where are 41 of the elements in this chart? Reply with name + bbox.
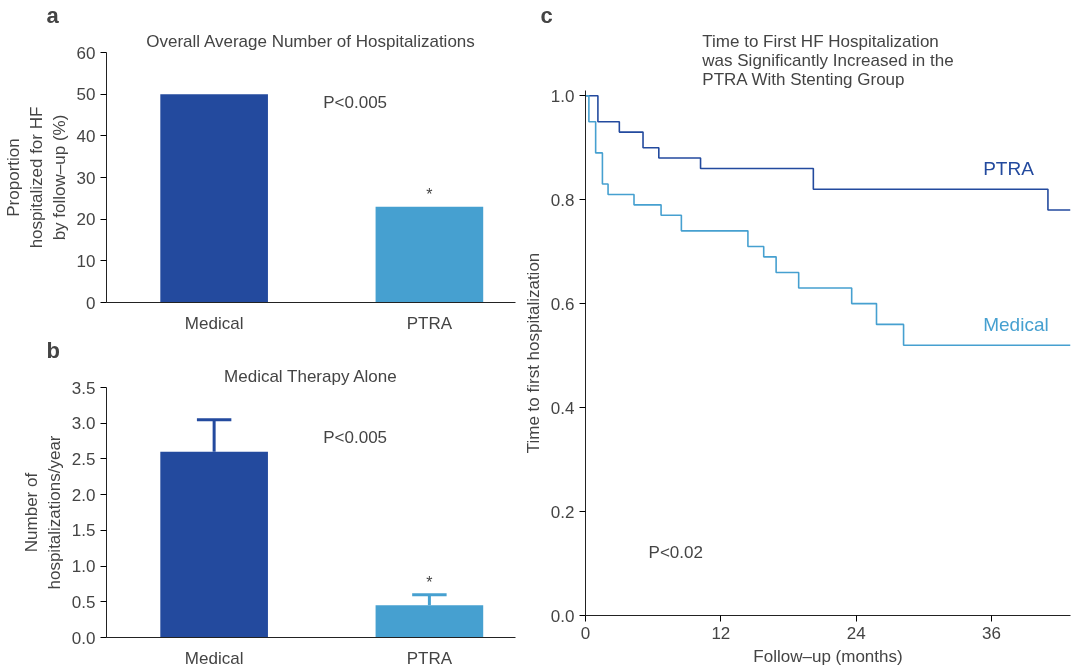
y-tick-label: 40 xyxy=(76,126,96,146)
y-tick-label: 0.4 xyxy=(550,398,575,418)
y-tick-label: 10 xyxy=(76,251,96,271)
x-axis-title: Follow–up (months) xyxy=(753,646,903,666)
series-label: PTRA xyxy=(983,158,1035,180)
y-tick-label: 0.2 xyxy=(550,502,575,522)
annotation: P<0.02 xyxy=(648,543,703,562)
annotation: P<0.005 xyxy=(323,428,388,447)
y-tick-label: 20 xyxy=(76,210,96,230)
y-tick-label: 50 xyxy=(76,85,96,105)
y-axis-title: Number of hospitalizations/year xyxy=(22,435,64,590)
y-tick-label: 60 xyxy=(76,43,96,63)
x-tick-label: 36 xyxy=(982,623,1002,643)
y-tick-label: 0.0 xyxy=(71,628,96,648)
y-tick-label: 2.0 xyxy=(71,485,96,505)
y-axis-title: Time to first hospitalization xyxy=(523,252,543,454)
annotation: P<0.005 xyxy=(323,93,388,112)
chart-title: Medical Therapy Alone xyxy=(224,366,397,386)
y-tick-label: 0 xyxy=(86,293,96,313)
text: b xyxy=(46,337,60,363)
y-tick-label: 1.0 xyxy=(71,557,96,577)
y-tick-label: 1.0 xyxy=(550,86,575,106)
text: a xyxy=(46,2,60,28)
x-tick-label: 12 xyxy=(711,623,731,643)
chart-title: Time to First HF Hospitalization was Significantly Increased in the PTRA With Stenting Group xyxy=(701,31,954,89)
y-tick-label: 2.5 xyxy=(71,449,96,469)
y-tick-label: 30 xyxy=(76,168,96,188)
y-tick-label: 1.5 xyxy=(71,521,96,541)
y-tick-label: 0.0 xyxy=(550,606,575,626)
y-tick-label: 0.5 xyxy=(71,592,96,612)
x-tick-label: 0 xyxy=(580,623,591,643)
x-tick-label: 24 xyxy=(846,623,866,643)
y-tick-label: 0.6 xyxy=(550,294,575,314)
annotation: * xyxy=(426,573,433,591)
chart-title: Overall Average Number of Hospitalizations xyxy=(146,31,475,51)
y-tick-label: 3.5 xyxy=(71,378,96,398)
y-tick-label: 3.0 xyxy=(71,414,96,434)
text: c xyxy=(540,2,553,28)
annotation: * xyxy=(426,185,433,203)
y-tick-label: 0.8 xyxy=(550,190,575,210)
y-axis-title: Proportion hospitalized for HF by follow–up (%) xyxy=(3,106,69,249)
